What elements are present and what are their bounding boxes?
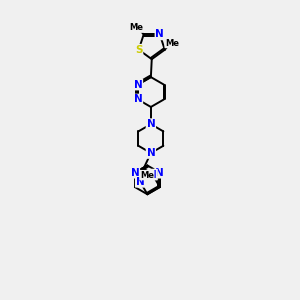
- Text: S: S: [135, 45, 142, 55]
- Text: N: N: [155, 29, 164, 39]
- Text: Me: Me: [129, 23, 143, 32]
- Text: N: N: [148, 169, 157, 180]
- Text: N: N: [130, 168, 139, 178]
- Text: N: N: [155, 168, 164, 178]
- Text: N: N: [134, 80, 142, 90]
- Text: Me: Me: [140, 171, 154, 180]
- Text: N: N: [146, 148, 155, 158]
- Text: Me: Me: [165, 38, 179, 47]
- Text: N: N: [146, 119, 155, 129]
- Text: N: N: [136, 177, 145, 187]
- Text: N: N: [134, 94, 142, 104]
